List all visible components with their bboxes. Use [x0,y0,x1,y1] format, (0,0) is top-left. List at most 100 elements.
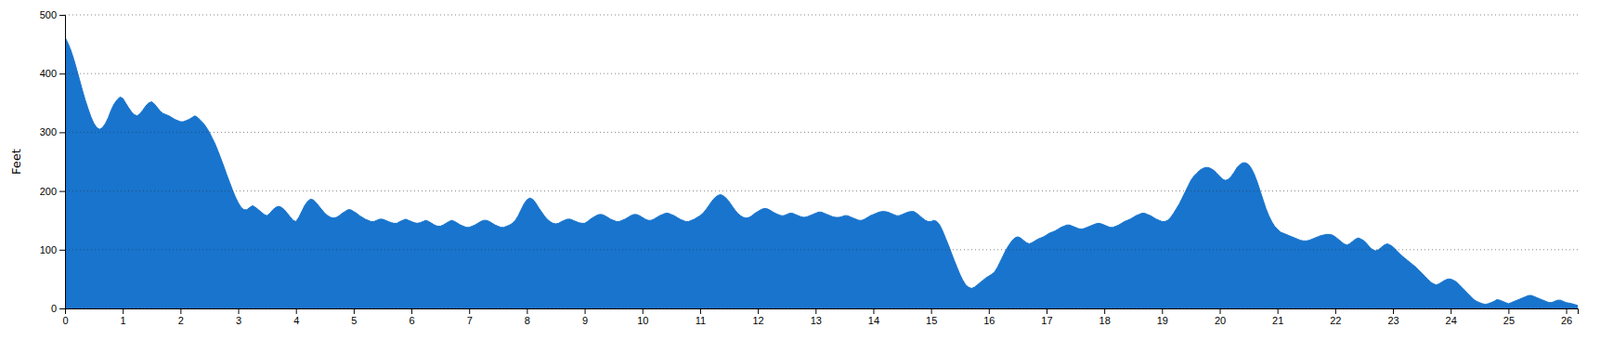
x-tick-mark [1450,308,1452,314]
x-tick-label: 8 [524,314,531,326]
x-tick: 4 [293,308,300,326]
x-tick-label: 5 [351,314,357,326]
x-tick-mark [1104,308,1106,314]
x-tick: 21 [1272,308,1284,326]
x-tick-label: 11 [695,314,706,326]
x-tick: 18 [1099,308,1111,326]
x-tick-label: 24 [1445,314,1457,326]
x-tick: 24 [1445,308,1457,326]
x-tick-mark [526,308,528,314]
x-tick-label: 18 [1099,314,1111,326]
x-tick-mark [353,308,355,314]
y-tick-mark [59,14,66,16]
x-tick-mark [1161,308,1163,314]
x-tick-label: 16 [983,314,995,326]
grid-line [65,14,1578,16]
x-tick: 25 [1503,308,1515,326]
x-tick: 22 [1329,308,1341,326]
grid-line [65,131,1578,133]
x-tick-label: 26 [1560,314,1573,326]
y-axis-line [59,15,66,310]
x-tick-label: 20 [1214,314,1226,326]
x-tick-label: 23 [1387,314,1399,326]
grid [65,14,1578,309]
x-tick: 19 [1157,308,1169,326]
x-tick: 23 [1387,308,1399,326]
y-tick: 200 [39,185,66,197]
x-tick: 9 [582,308,588,326]
x-tick-label: 1 [120,314,127,326]
y-tick-mark [59,131,66,133]
x-tick: 0 [62,308,68,326]
x-tick-mark [1566,308,1568,314]
y-tick: 500 [39,9,66,21]
x-tick-label: 19 [1157,314,1169,326]
x-tick-mark [642,308,644,314]
x-tick-mark [296,308,298,314]
y-tick: 400 [39,67,66,79]
x-tick: 20 [1214,308,1226,326]
x-tick-label: 0 [62,314,68,326]
y-tick-mark [59,191,66,193]
y-tick-mark [59,73,66,75]
plot-root: 0123456789101112131415161718192021222324… [9,9,1579,326]
x-tick-mark [815,308,817,314]
y-tick-label: 100 [39,244,57,256]
y-tick-label: 500 [39,9,57,21]
x-tick-mark [1277,308,1279,314]
area [65,37,1578,309]
x-tick-mark [585,308,586,314]
chart: 0123456789101112131415161718192021222324… [0,0,1600,340]
x-tick-mark [122,308,124,314]
x-tick-label: 10 [637,314,649,326]
y-tick-label: 400 [39,67,57,79]
y-axis-title: Feet [9,148,24,175]
x-tick-mark [872,308,874,314]
x-tick: 6 [408,308,415,326]
x-tick-label: 3 [235,314,242,326]
x-tick: 14 [868,308,880,326]
plot-area [65,37,1578,309]
x-tick-label: 21 [1272,314,1284,326]
y-axis: 0 100 200 300 400 500 [39,9,66,314]
x-tick-label: 17 [1040,314,1053,326]
x-tick-mark [468,308,470,314]
grid-line [65,73,1578,75]
x-tick: 8 [524,308,531,326]
x-tick: 12 [752,308,764,326]
x-tick-label: 13 [810,314,822,326]
x-tick-mark [411,308,413,314]
x-tick-label: 4 [293,314,300,326]
x-tick-label: 9 [582,314,588,326]
y-tick-mark [59,249,66,251]
x-tick: 1 [120,308,127,326]
x-tick: 13 [810,308,822,326]
x-tick: 16 [983,308,995,326]
x-tick-mark [1046,308,1048,314]
y-tick-mark [59,308,66,310]
x-tick-mark [1392,308,1394,314]
y-tick: 300 [39,126,66,138]
x-axis-line [65,309,1579,315]
x-tick: 10 [637,308,649,326]
x-tick-label: 12 [752,314,764,326]
x-tick-mark [700,308,702,314]
x-tick: 26 [1560,308,1573,326]
x-tick-label: 14 [868,314,880,326]
y-tick: 0 [51,302,66,314]
x-tick-label: 22 [1329,314,1341,326]
x-tick-label: 7 [467,314,473,326]
x-tick: 17 [1040,308,1053,326]
x-tick: 3 [235,308,242,326]
y-tick: 100 [39,244,66,256]
grid-line [65,248,1578,250]
y-tick-label: 0 [51,302,57,314]
x-tick-mark [238,308,240,314]
x-tick-mark [988,308,990,314]
x-tick-label: 25 [1503,314,1515,326]
x-tick-mark [1220,308,1222,314]
x-tick-label: 2 [178,314,184,326]
y-tick-label: 200 [39,185,57,197]
line [65,37,1578,306]
x-tick-mark [180,308,182,314]
